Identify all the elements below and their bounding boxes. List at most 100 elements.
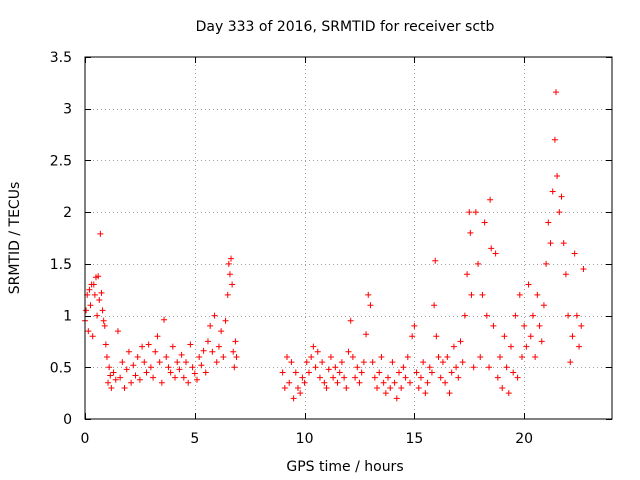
data-point	[323, 384, 330, 391]
data-point	[345, 348, 352, 355]
data-point	[360, 359, 367, 366]
data-point	[525, 281, 532, 288]
data-point	[453, 364, 460, 371]
data-point	[98, 289, 105, 296]
data-point	[226, 271, 233, 278]
data-point	[523, 343, 530, 350]
data-point	[374, 384, 381, 391]
data-point	[334, 379, 341, 386]
data-point	[91, 291, 98, 298]
data-point	[332, 364, 339, 371]
data-point	[545, 219, 552, 226]
data-point	[347, 317, 354, 324]
data-point	[312, 364, 319, 371]
data-point	[211, 312, 218, 319]
data-point	[224, 291, 231, 298]
data-point	[230, 348, 237, 355]
y-tick-label: 1	[63, 309, 72, 325]
data-point	[398, 384, 405, 391]
data-point	[503, 364, 510, 371]
x-tick-label: 0	[81, 431, 90, 447]
data-point	[571, 250, 578, 257]
data-point	[108, 384, 115, 391]
data-point	[382, 390, 389, 397]
data-point	[396, 369, 403, 376]
data-point	[497, 353, 504, 360]
data-point	[459, 359, 466, 366]
data-point	[102, 341, 109, 348]
data-point	[316, 374, 323, 381]
data-point	[139, 343, 146, 350]
data-point	[156, 359, 163, 366]
data-point	[209, 348, 216, 355]
data-point	[540, 302, 547, 309]
data-point	[165, 364, 172, 371]
data-point	[494, 374, 501, 381]
data-point	[512, 312, 519, 319]
data-point	[99, 307, 106, 314]
data-point	[198, 362, 205, 369]
data-point	[385, 374, 392, 381]
data-point	[481, 219, 488, 226]
data-point	[112, 376, 119, 383]
data-point	[196, 353, 203, 360]
data-point	[422, 390, 429, 397]
data-point	[327, 353, 334, 360]
data-point	[143, 369, 150, 376]
data-point	[167, 369, 174, 376]
data-point	[125, 348, 132, 355]
x-tick-label: 20	[515, 431, 533, 447]
plot-frame	[84, 56, 613, 420]
data-point	[145, 341, 152, 348]
data-point	[87, 302, 94, 309]
data-point	[354, 364, 361, 371]
data-point	[371, 374, 378, 381]
data-point	[521, 322, 528, 329]
data-point	[567, 359, 574, 366]
data-point	[391, 379, 398, 386]
data-point	[292, 369, 299, 376]
data-point	[169, 343, 176, 350]
data-point	[415, 384, 422, 391]
data-point	[95, 273, 102, 280]
data-point	[538, 338, 545, 345]
data-point	[294, 384, 301, 391]
data-point	[89, 333, 96, 340]
data-point	[467, 229, 474, 236]
data-point	[110, 369, 117, 376]
data-point	[573, 312, 580, 319]
data-point	[576, 343, 583, 350]
data-point	[90, 281, 97, 288]
data-point	[376, 369, 383, 376]
data-point	[556, 209, 563, 216]
data-point	[492, 250, 499, 257]
data-point	[229, 281, 236, 288]
data-point	[510, 369, 517, 376]
data-point	[578, 322, 585, 329]
data-point	[551, 136, 558, 143]
data-point	[532, 353, 539, 360]
data-points	[82, 89, 587, 402]
data-point	[378, 353, 385, 360]
data-point	[433, 333, 440, 340]
data-point	[152, 348, 159, 355]
data-point	[107, 372, 114, 379]
data-point	[514, 374, 521, 381]
data-point	[483, 312, 490, 319]
y-tick-label: 3	[63, 102, 72, 118]
data-point	[428, 369, 435, 376]
data-point	[490, 322, 497, 329]
x-tick-label: 5	[190, 431, 199, 447]
data-point	[123, 366, 130, 373]
data-point	[121, 384, 128, 391]
data-point	[338, 359, 345, 366]
data-point	[128, 379, 135, 386]
data-point	[426, 364, 433, 371]
data-point	[215, 343, 222, 350]
data-point	[466, 209, 473, 216]
data-point	[174, 359, 181, 366]
data-point	[529, 312, 536, 319]
data-point	[158, 379, 165, 386]
data-point	[343, 384, 350, 391]
data-point	[389, 359, 396, 366]
